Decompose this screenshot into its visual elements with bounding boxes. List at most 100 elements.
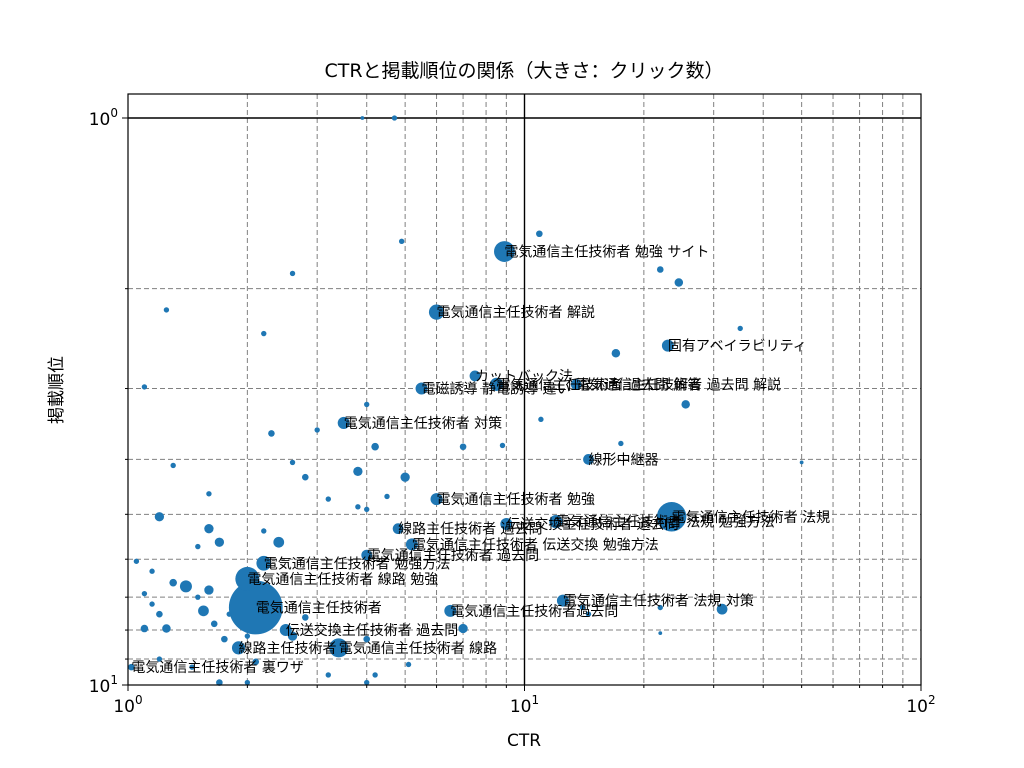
data-point (585, 611, 592, 617)
data-point (428, 304, 445, 320)
data-point (140, 624, 149, 633)
point-label: 電気通信主任技術者 裏ワザ (131, 659, 303, 676)
data-point (189, 664, 195, 670)
data-point (361, 549, 373, 561)
point-label: カットバック法 (475, 369, 573, 385)
point-label: 電気通信主任技術者過去問 (450, 604, 618, 620)
data-point (656, 502, 687, 532)
data-point (579, 604, 586, 611)
point-label: 電気通信主任技術者 過去問 (367, 548, 539, 564)
data-point (128, 663, 135, 671)
data-point (716, 603, 728, 615)
data-point (179, 580, 192, 593)
point-label: 電磁誘導 静電誘導 違い (422, 382, 571, 398)
data-point (618, 440, 624, 447)
data-point (170, 462, 176, 469)
data-point (489, 377, 504, 391)
data-point (204, 524, 214, 534)
data-point (149, 601, 155, 607)
data-point (273, 536, 285, 548)
data-point (405, 538, 418, 551)
data-point (363, 635, 371, 643)
point-label: 伝送交換主任技術者 過去問 (286, 622, 458, 639)
data-point (198, 605, 209, 617)
data-point (289, 270, 296, 277)
y-axis-label: 掲載順位 (47, 356, 67, 424)
point-label: 電気通信主任技術者 線路 (339, 641, 497, 657)
data-point (499, 442, 506, 449)
data-point (141, 590, 148, 597)
data-point (398, 238, 405, 245)
data-point (536, 230, 543, 238)
data-point (149, 568, 155, 574)
data-point (287, 631, 298, 641)
data-point (235, 566, 260, 591)
chart-title: CTRと掲載順位の関係（大きさ：クリック数） (324, 60, 723, 82)
data-point (469, 370, 481, 382)
data-point (329, 638, 349, 658)
point-label: 電気通信主任技術者 過去問 解説 (576, 377, 781, 393)
data-point (384, 493, 390, 500)
point-label: 電気通信主任技術者 過去問 解答 (497, 376, 702, 393)
data-point (141, 384, 148, 390)
data-point (204, 585, 214, 595)
data-point (156, 656, 163, 662)
point-label: 電気通信主任技術者 勉強 サイト (504, 245, 709, 261)
data-point (391, 115, 398, 121)
data-point (372, 672, 378, 678)
data-point (226, 611, 232, 617)
data-point (364, 401, 370, 408)
data-point (216, 679, 223, 686)
data-point (656, 266, 664, 273)
data-point (210, 620, 218, 628)
data-point (444, 604, 457, 617)
data-point (214, 537, 225, 547)
data-point (302, 614, 309, 621)
data-point (154, 512, 165, 522)
point-label: 電気通信主任技術者 伝送交換 勉強方法 (412, 536, 659, 553)
data-point (737, 325, 743, 332)
data-point (583, 453, 594, 465)
data-point (538, 416, 544, 423)
point-label: 電気通信主任技術者 解説 (437, 305, 595, 321)
data-point (261, 528, 267, 534)
data-point (244, 633, 251, 639)
data-point (314, 427, 320, 433)
data-point (364, 679, 370, 686)
point-label: 固有アベイラビリティ (668, 339, 807, 355)
data-point (325, 672, 331, 678)
data-point (430, 493, 443, 506)
data-point (289, 459, 296, 466)
data-point (658, 631, 663, 636)
data-point (337, 416, 350, 429)
data-point (244, 679, 251, 686)
point-label: 線路主任技術者 過去問 (398, 522, 542, 538)
data-point (221, 635, 228, 643)
point-label: 電気通信主任技術者 線路 勉強 (247, 572, 438, 588)
data-point (133, 558, 140, 564)
point-label: 電気通信主任技術者 勉強 (437, 492, 595, 508)
data-point (415, 382, 428, 395)
x-tick-label: 102 (906, 693, 935, 717)
data-point (500, 517, 513, 530)
point-label: 電気通信主任技術者 法規 対策 (563, 593, 754, 610)
point-label: 電気通信主任技術者 勉強方法 (264, 556, 450, 572)
data-point (570, 379, 582, 390)
data-point (268, 430, 275, 437)
data-point (325, 496, 331, 502)
data-points (128, 115, 804, 686)
reference-lines (128, 94, 921, 685)
data-point (799, 460, 804, 465)
x-axis-label: CTR (507, 731, 541, 751)
data-point (681, 400, 690, 409)
data-point (206, 491, 212, 497)
data-point (458, 623, 468, 634)
data-point (400, 472, 410, 482)
point-label: 伝送交換主任技術者 過去問 (506, 516, 678, 533)
y-tick-label: 101 (89, 673, 118, 697)
y-tick-label: 100 (89, 106, 118, 130)
data-point (364, 506, 370, 513)
data-point (405, 661, 412, 668)
data-point (392, 523, 404, 535)
data-point (252, 658, 260, 666)
